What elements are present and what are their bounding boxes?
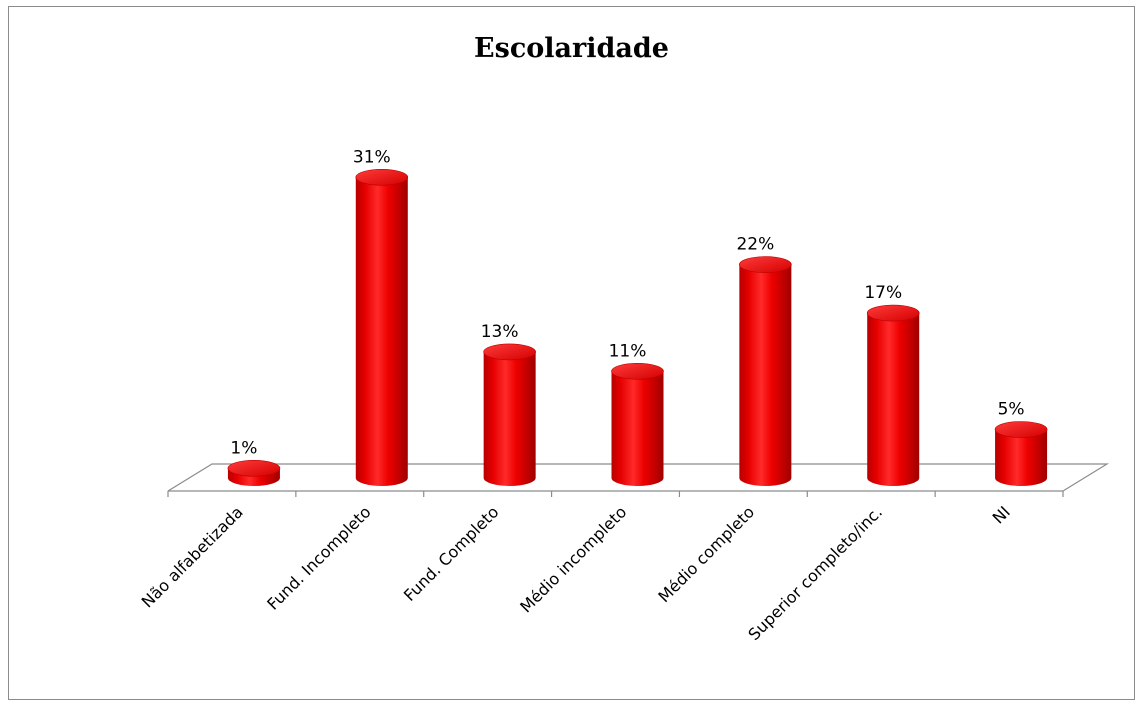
bar (739, 256, 792, 486)
bar-body (611, 371, 664, 486)
category-label: Fund. Incompleto (263, 502, 374, 613)
category-label: Não alfabetizada (138, 502, 247, 611)
category-label: Superior completo/inc. (744, 502, 886, 644)
bar-top (739, 256, 792, 273)
data-label: 13% (481, 322, 519, 342)
bar (866, 304, 920, 486)
data-label: 31% (353, 147, 391, 167)
chart-title: Escolaridade (474, 33, 669, 64)
bar (483, 343, 536, 486)
bar-body (739, 264, 792, 486)
bar-body (355, 177, 408, 487)
bar-body (867, 313, 920, 486)
category-label: Médio completo (654, 502, 758, 606)
chart-frame: Escolaridade (8, 6, 1135, 700)
bar-top (227, 459, 281, 477)
data-label: 1% (230, 438, 257, 458)
category-label: Fund. Completo (400, 502, 503, 605)
category-label: NI (989, 502, 1014, 527)
bar-body (483, 351, 536, 486)
bar-body (995, 429, 1048, 486)
bar-top (994, 421, 1048, 438)
bar-top (611, 362, 664, 380)
bar (994, 421, 1048, 486)
bar (611, 362, 664, 486)
data-label: 11% (609, 341, 647, 361)
data-label: 17% (864, 283, 902, 303)
bar (355, 169, 409, 487)
bar-top (355, 169, 409, 186)
bar (227, 459, 281, 486)
data-label: 22% (736, 235, 774, 255)
category-label: Médio incompleto (516, 502, 630, 616)
bar-top (866, 304, 920, 322)
bar-top (483, 343, 536, 361)
data-label: 5% (998, 400, 1025, 420)
